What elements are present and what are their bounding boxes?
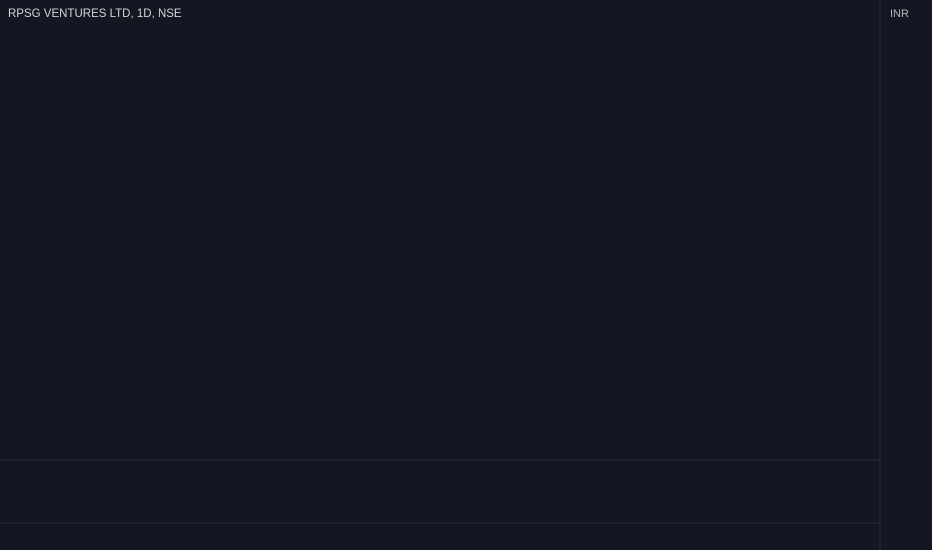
currency-label: INR <box>890 8 909 20</box>
chart-title: RPSG VENTURES LTD, 1D, NSE <box>8 8 182 20</box>
